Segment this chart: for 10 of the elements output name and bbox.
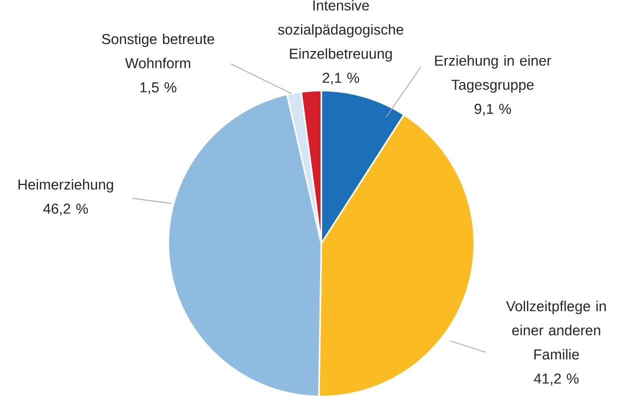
data-label: 46,2 % [43,204,88,216]
data-label: 1,5 % [140,82,176,94]
slice-label: Intensive sozialpädagogische Einzelbetreuung [278,0,404,62]
slice-label: Vollzeitpflege in einer anderen Familie [506,300,606,360]
data-label: 41,2 % [534,373,579,386]
slice-label: Erziehung in einer Tagesgruppe [435,55,552,93]
slice-label: Heimerziehung [18,179,114,192]
data-label: 9,1 % [474,104,511,116]
data-label: 2,1 % [322,72,360,85]
slice-label: Sonstige betreute Wohnform [102,34,214,68]
